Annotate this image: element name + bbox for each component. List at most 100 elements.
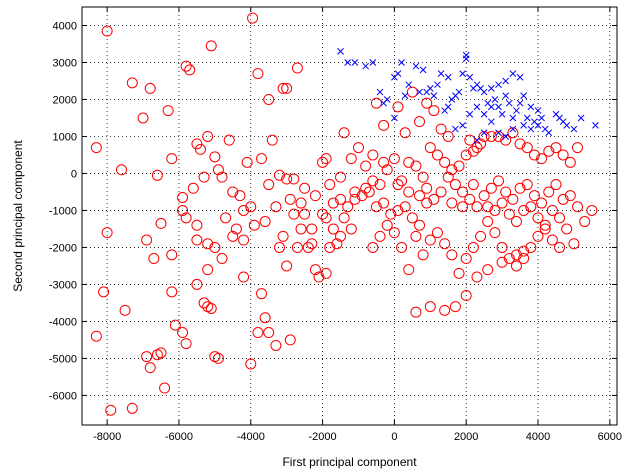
circle-point — [356, 190, 368, 202]
x-point — [376, 88, 384, 96]
x-point — [509, 70, 517, 77]
circle-point — [561, 223, 573, 235]
x-point — [487, 118, 495, 126]
circle-point — [363, 186, 375, 198]
circle-point — [367, 175, 379, 187]
x-point — [527, 125, 535, 133]
circle-point — [299, 208, 311, 220]
circle-point — [191, 278, 203, 290]
circle-point — [550, 179, 562, 191]
circle-point — [532, 212, 544, 224]
circle-point — [259, 312, 271, 324]
x-point — [538, 114, 545, 122]
circle-point — [202, 264, 214, 276]
circle-point — [514, 182, 526, 194]
circle-point — [252, 327, 264, 339]
circle-point — [579, 216, 591, 228]
circle-point — [489, 204, 501, 216]
circle-point — [263, 93, 275, 105]
circle-point — [435, 186, 447, 198]
circle-point — [503, 208, 515, 220]
circle-point — [370, 97, 382, 109]
circle-point — [485, 182, 497, 194]
circle-point — [105, 404, 117, 416]
y-tick-label: 0 — [71, 168, 77, 180]
circle-point — [180, 212, 192, 224]
x-point — [444, 73, 452, 81]
circle-point — [155, 217, 167, 229]
circle-point — [475, 230, 487, 242]
circle-point — [410, 160, 422, 172]
circle-point — [291, 241, 303, 253]
circle-point — [543, 186, 555, 198]
x-tick-label: -6000 — [165, 431, 193, 443]
x-point — [577, 114, 585, 122]
circle-point — [403, 156, 415, 168]
circle-point — [385, 208, 397, 220]
y-axis-title: Second principal component — [11, 140, 25, 292]
circle-point — [247, 12, 259, 24]
circle-point — [518, 253, 530, 265]
circle-point — [320, 153, 332, 165]
circle-point — [212, 352, 224, 364]
circle-point — [345, 153, 357, 165]
circle-point — [360, 160, 372, 172]
x-point — [534, 122, 542, 129]
plot-frame — [81, 6, 618, 426]
circle-point — [478, 130, 490, 142]
circle-point — [212, 164, 224, 176]
y-tick-label: -5000 — [49, 353, 77, 365]
circle-point — [378, 119, 390, 131]
circle-point — [442, 171, 454, 183]
x-tick-label: 0 — [391, 431, 397, 443]
x-point — [473, 103, 481, 111]
circle-point — [414, 116, 426, 128]
circle-point — [198, 171, 210, 183]
x-point — [513, 107, 520, 114]
circle-point — [216, 253, 228, 265]
circle-point — [518, 245, 530, 257]
circle-point — [396, 175, 408, 187]
x-point — [459, 122, 466, 129]
circle-point — [550, 142, 562, 154]
circle-point — [266, 134, 278, 146]
circle-point — [489, 227, 501, 239]
circle-point — [421, 182, 433, 194]
circle-point — [177, 192, 189, 204]
circle-point — [442, 130, 454, 142]
circle-point — [496, 241, 508, 253]
circle-point — [191, 219, 203, 231]
x-point — [516, 99, 524, 107]
circle-point — [98, 286, 110, 298]
circle-point — [263, 327, 275, 339]
x-point — [527, 103, 535, 111]
circle-point — [374, 179, 386, 191]
circle-point — [557, 149, 569, 161]
circle-point — [238, 234, 250, 246]
circle-point — [281, 82, 293, 94]
circle-point — [424, 234, 436, 246]
x-point — [487, 103, 495, 111]
circle-point — [166, 153, 178, 165]
circle-point — [166, 249, 178, 261]
x-point — [487, 85, 495, 92]
circle-point — [177, 204, 189, 216]
circle-point — [256, 153, 268, 165]
circle-point — [424, 142, 436, 154]
x-point — [480, 129, 488, 137]
x-point — [462, 55, 470, 63]
circle-point — [141, 234, 153, 246]
circle-point — [309, 190, 321, 202]
circle-point — [270, 201, 282, 213]
x-point — [351, 59, 359, 66]
x-point — [491, 96, 499, 103]
circle-point — [428, 105, 440, 117]
circle-point — [478, 190, 490, 202]
circle-point — [572, 201, 584, 213]
circle-point — [460, 149, 472, 161]
circle-point — [205, 302, 217, 314]
circle-point — [417, 249, 429, 261]
circle-point — [302, 241, 314, 253]
circle-point — [507, 127, 519, 139]
circle-point — [177, 327, 189, 339]
